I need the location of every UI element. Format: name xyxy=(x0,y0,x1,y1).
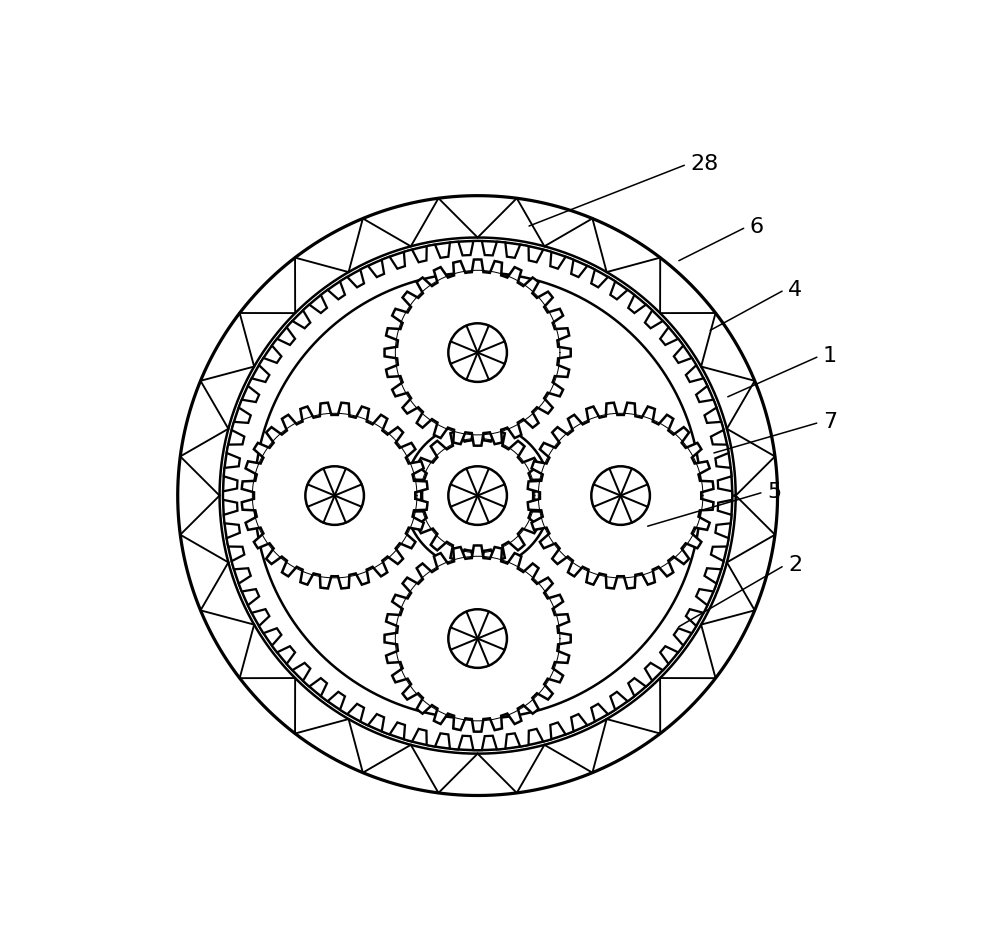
Polygon shape xyxy=(242,403,428,589)
Circle shape xyxy=(448,609,507,668)
Circle shape xyxy=(448,324,507,382)
Polygon shape xyxy=(385,546,571,731)
Text: 4: 4 xyxy=(788,280,802,299)
Circle shape xyxy=(448,466,507,525)
Text: 2: 2 xyxy=(788,555,802,576)
Text: 28: 28 xyxy=(690,154,719,174)
Polygon shape xyxy=(528,403,713,589)
Circle shape xyxy=(305,466,364,525)
Polygon shape xyxy=(385,259,571,446)
Polygon shape xyxy=(223,241,732,750)
Text: 1: 1 xyxy=(823,346,837,366)
Text: 5: 5 xyxy=(767,482,781,502)
Circle shape xyxy=(591,466,650,525)
Text: 7: 7 xyxy=(823,412,837,432)
Text: 6: 6 xyxy=(750,217,764,237)
Polygon shape xyxy=(410,427,545,564)
